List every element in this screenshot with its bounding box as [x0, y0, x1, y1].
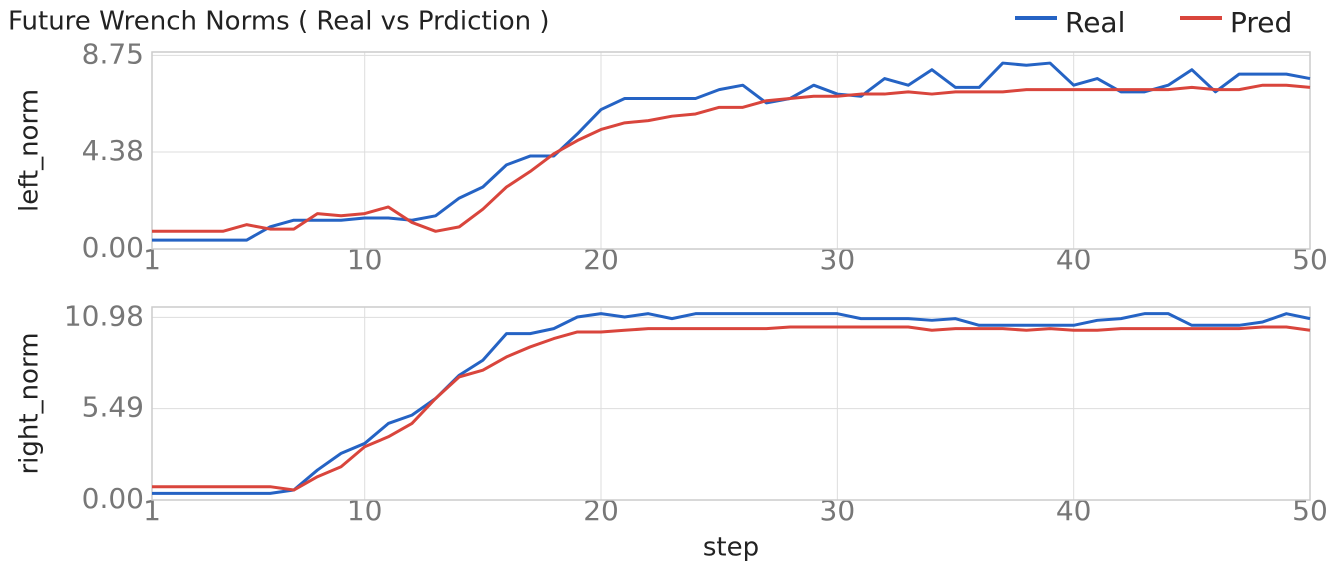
y-axis-label: left_norm — [15, 89, 45, 212]
x-tick-label: 20 — [583, 243, 619, 276]
x-tick-label: 30 — [820, 494, 856, 527]
y-tick-label: 4.38 — [82, 134, 144, 167]
legend-label: Real — [1065, 6, 1125, 39]
plot-frame — [151, 51, 1311, 250]
y-tick-label: 8.75 — [82, 37, 144, 70]
data-line — [152, 83, 1311, 233]
x-tick-label: 30 — [820, 243, 856, 276]
y-tick-label: 5.49 — [82, 391, 144, 424]
x-axis-label: step — [703, 533, 759, 563]
chart-title: Future Wrench Norms ( Real vs Prdiction … — [8, 7, 550, 37]
x-tick-label: 40 — [1056, 494, 1092, 527]
data-line — [152, 312, 1311, 495]
x-tick-label: 20 — [583, 494, 619, 527]
plot-frame — [151, 306, 1311, 501]
data-line — [152, 325, 1311, 492]
x-tick-label: 10 — [347, 494, 383, 527]
y-axis-label: right_norm — [15, 332, 45, 474]
x-tick-label: 40 — [1056, 243, 1092, 276]
x-tick-label: 10 — [347, 243, 383, 276]
legend-label: Pred — [1230, 6, 1292, 39]
x-tick-label: 1 — [143, 494, 161, 527]
x-tick-label: 1 — [143, 243, 161, 276]
y-tick-label: 0.00 — [82, 231, 144, 264]
y-tick-label: 10.98 — [64, 299, 144, 332]
y-tick-label: 0.00 — [82, 482, 144, 515]
